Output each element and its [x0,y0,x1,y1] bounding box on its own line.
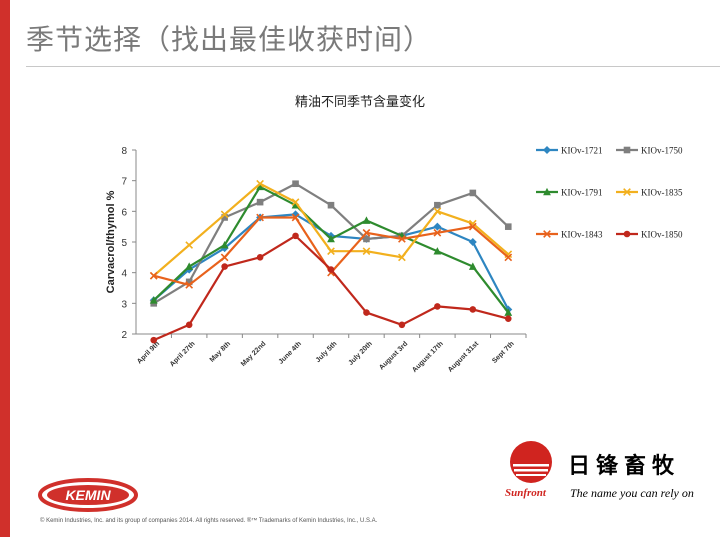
legend-label: KIOv-1750 [641,146,683,156]
x-tick-label: April 27th [169,340,197,368]
data-point [256,179,264,188]
x-tick-label: August 17th [411,340,445,374]
legend-label: KIOv-1843 [561,230,603,240]
y-tick-label: 4 [121,269,127,280]
data-point [398,253,406,262]
data-point [433,207,442,216]
data-point [292,180,299,188]
data-point [468,262,477,270]
sunfront-name: Sunfront [505,487,546,499]
data-point [504,253,513,262]
series-line-kiov-1750 [153,182,510,305]
data-point [469,189,477,197]
data-point [292,232,299,240]
data-point [327,266,335,273]
data-point [256,198,264,206]
data-point [221,214,228,221]
data-point [504,223,512,230]
x-tick-label: July 5th [315,340,339,364]
legend-marker [543,230,551,238]
data-point [149,271,158,280]
slide-title: 季节选择（找出最佳收获时间） [26,23,433,56]
data-point [327,247,335,256]
data-point [398,321,406,329]
y-tick-label: 6 [121,207,127,218]
data-point [185,241,194,249]
copyright-footer: © Kemin Industries, Inc. and its group o… [40,518,378,524]
x-tick-label: Sept 7th [491,340,515,364]
legend-marker [623,146,631,154]
y-tick-label: 7 [121,177,127,188]
data-point [363,235,370,243]
data-point [468,222,477,231]
legend-marker [623,188,631,196]
x-tick-label: May 8th [209,340,232,363]
data-point [434,201,441,209]
legend-label: KIOv-1850 [641,230,683,240]
sunfront-sun-icon [510,441,552,483]
data-point [362,247,371,256]
data-point [291,213,300,222]
x-tick-label: May 22nd [240,340,268,368]
legend-label: KIOv-1721 [561,146,603,156]
kemin-logo: KEMIN [38,478,138,512]
data-point [149,296,158,304]
data-point [504,315,512,322]
data-point [150,336,158,344]
y-tick-label: 5 [121,238,127,249]
data-point [256,254,264,261]
data-point [220,240,229,249]
title-divider [26,66,720,67]
sunfront-chinese-name: 日锋畜牧 [568,453,681,479]
legend-marker [543,187,551,196]
data-point [327,234,335,243]
data-point [468,238,477,246]
x-tick-label: April 9th [136,340,161,365]
data-point [468,219,477,228]
data-point [291,198,300,206]
data-point [185,321,193,329]
kemin-logo-text: KEMIN [65,487,111,503]
data-point [504,308,513,316]
chart-title: 精油不同季节含量变化 [295,94,425,110]
y-axis-label: Carvacrol/thymol % [105,190,117,293]
data-point [398,235,406,243]
data-point [221,263,228,270]
data-point [327,201,335,209]
tagline: The name you can rely on [570,486,694,500]
data-point [256,182,264,191]
accent-bar [0,0,10,537]
y-tick-label: 3 [121,299,127,310]
legend-label: KIOv-1835 [641,188,683,198]
data-point [433,228,442,237]
data-point [434,303,441,310]
data-point [363,309,370,316]
data-point [185,281,194,289]
x-tick-label: August 3rd [378,340,409,371]
data-point [362,216,371,224]
data-point [220,210,229,219]
x-tick-label: June 4th [278,340,303,365]
data-point [185,262,194,270]
legend-label: KIOv-1791 [561,188,603,198]
data-point [433,222,442,231]
x-tick-label: August 31st [447,340,481,374]
data-point [469,306,477,313]
data-point [362,228,371,237]
legend-marker [623,230,631,238]
data-point [256,213,264,222]
y-tick-label: 8 [121,146,127,157]
y-tick-label: 2 [121,330,127,341]
x-tick-label: July 20th [347,340,373,366]
legend-marker [543,146,551,154]
data-point [220,253,229,262]
data-point [185,278,193,286]
data-point [433,247,442,255]
